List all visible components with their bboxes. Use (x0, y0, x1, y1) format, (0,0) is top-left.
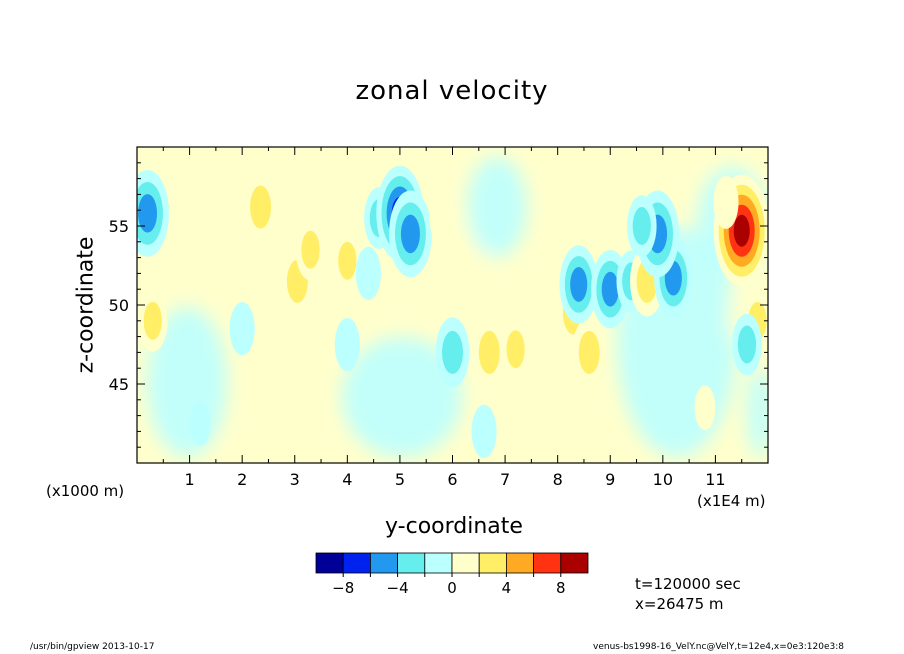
x-axis-unit-right: (x1E4 m) (697, 492, 766, 510)
feature-22 (627, 195, 657, 257)
footer-file-info: venus-bs1998-16_VelY.nc@VelY,t=12e4,x=0e… (593, 642, 844, 652)
colorbar-tick-label: 0 (447, 579, 457, 597)
feature-28 (334, 317, 360, 372)
footer-program-date: /usr/bin/gpview 2013-10-17 (30, 642, 155, 652)
feature-3 (295, 218, 326, 281)
feature-30 (189, 401, 211, 446)
colorbar-swatch (342, 552, 371, 574)
x-axis-unit-left: (x1000 m) (46, 482, 125, 500)
feature-0 (137, 169, 169, 257)
x-tick-label: 9 (605, 470, 615, 489)
feature-16 (559, 245, 598, 324)
x-tick-label: 4 (342, 470, 352, 489)
heatmap-field (137, 147, 768, 463)
colorbar-swatch (451, 552, 480, 574)
feature-29 (229, 302, 255, 356)
feature-15 (572, 317, 607, 388)
feature-9 (429, 191, 455, 245)
x-tick-label: 5 (395, 470, 405, 489)
x-tick-label: 6 (447, 470, 457, 489)
colorbar-swatch (505, 552, 534, 574)
x-tick-label: 3 (290, 470, 300, 489)
chart-title: zonal velocity (355, 76, 549, 106)
feature-33 (286, 421, 303, 458)
y-tick-label: 55 (109, 217, 129, 236)
colorbar-tick-label: −4 (387, 579, 409, 597)
colorbar-swatch (424, 552, 453, 574)
time-info: t=120000 sec (635, 575, 741, 593)
colorbar: −8 −4 0 4 8 (315, 552, 589, 597)
feature-13 (435, 317, 470, 388)
colorbar-swatch (478, 552, 507, 574)
feature-10 (445, 238, 471, 293)
x-tick-label: 1 (184, 470, 194, 489)
feature-11 (472, 317, 507, 388)
x-tick-label: 8 (553, 470, 563, 489)
feature-27 (137, 290, 168, 352)
feature-32 (694, 385, 716, 431)
feature-1 (243, 172, 278, 243)
colorbar-swatch (560, 552, 589, 574)
feature-7 (389, 190, 432, 278)
feature-24 (713, 175, 739, 229)
x-position-info: x=26475 m (635, 595, 724, 613)
colorbar-tick-label: −8 (332, 579, 354, 597)
y-tick-label: 45 (109, 375, 129, 394)
x-tick-label: 2 (237, 470, 247, 489)
colorbar-swatch (369, 552, 398, 574)
feature-26 (732, 313, 762, 376)
x-tick-label: 11 (705, 470, 725, 489)
heatmap-features (137, 165, 768, 458)
feature-31 (471, 404, 497, 458)
colorbar-tick-label: 4 (502, 579, 512, 597)
colorbar-tick-label: 8 (556, 579, 566, 597)
colorbar-swatch (533, 552, 562, 574)
y-axis-label: z-coordinate (73, 236, 99, 374)
feature-4 (332, 229, 363, 292)
colorbar-swatch (397, 552, 426, 574)
colorbar-swatch (315, 552, 344, 574)
feature-12 (500, 318, 531, 381)
x-axis-label: y-coordinate (385, 514, 523, 539)
x-tick-label: 10 (653, 470, 673, 489)
y-tick-label: 50 (109, 296, 129, 315)
feature-8 (355, 246, 381, 300)
x-tick-label: 7 (500, 470, 510, 489)
